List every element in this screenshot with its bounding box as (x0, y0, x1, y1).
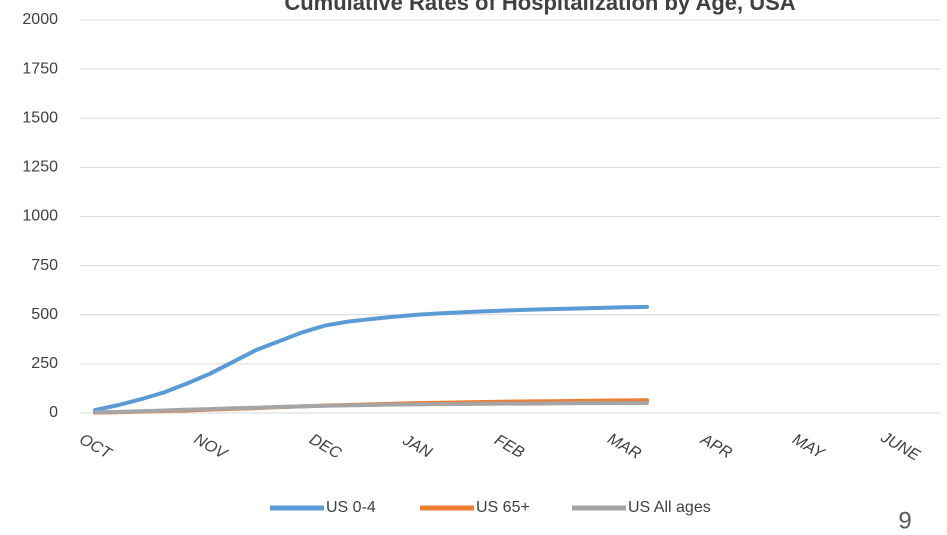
y-tick-label: 750 (31, 257, 58, 274)
x-tick-label: JUNE (877, 428, 923, 464)
y-tick-label: 1250 (22, 159, 58, 176)
series-line (93, 400, 649, 415)
chart-title: Cumulative Rates of Hospitalization by A… (284, 0, 795, 15)
page-number: 9 (898, 507, 911, 534)
y-tick-label: 1750 (22, 60, 58, 77)
legend-label: US 0-4 (326, 499, 376, 516)
x-tick-label: OCT (76, 431, 115, 463)
x-tick-label: JAN (399, 431, 435, 462)
legend-label: US 65+ (476, 499, 530, 516)
y-tick-label: 0 (49, 404, 58, 421)
x-tick-label: NOV (191, 431, 231, 464)
legend-label: US All ages (628, 499, 711, 516)
x-tick-label: MAY (789, 431, 828, 463)
x-tick-label: FEB (491, 432, 527, 462)
x-tick-label: DEC (306, 431, 344, 463)
y-tick-label: 250 (31, 355, 58, 372)
y-tick-label: 500 (31, 306, 58, 323)
x-tick-label: APR (697, 431, 735, 463)
y-tick-label: 1500 (22, 109, 58, 126)
series-line (93, 304, 649, 413)
y-tick-label: 2000 (22, 11, 58, 28)
y-tick-label: 1000 (22, 208, 58, 225)
x-tick-label: MAR (604, 431, 644, 464)
